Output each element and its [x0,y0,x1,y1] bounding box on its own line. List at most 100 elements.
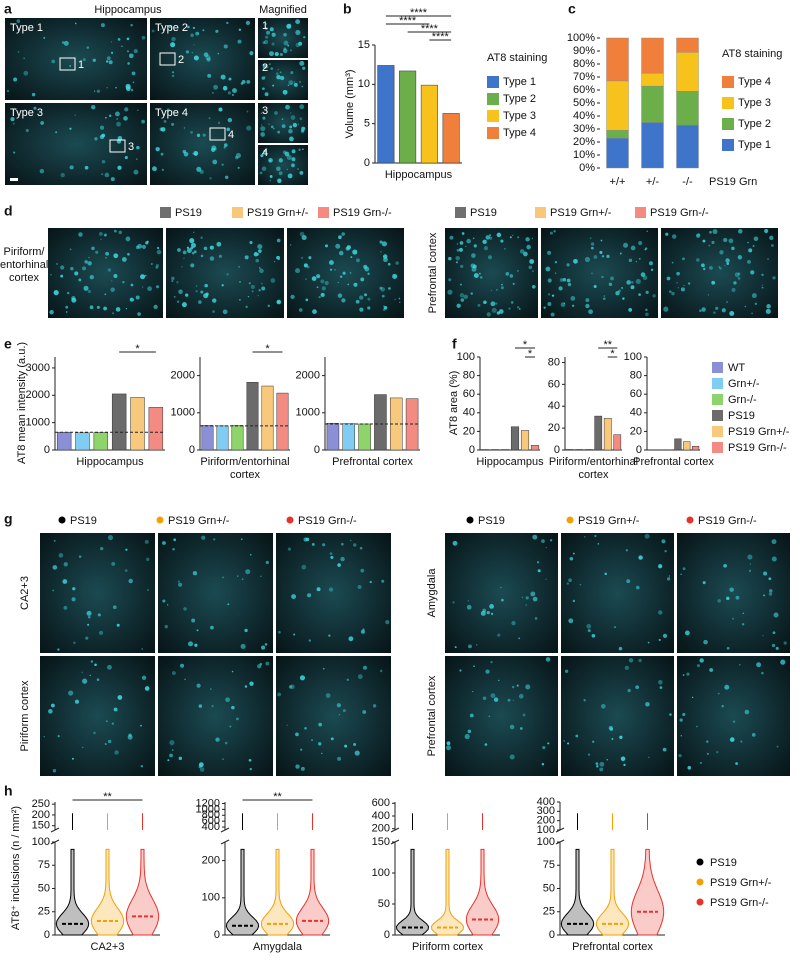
micrograph-spot [498,309,504,314]
micrograph-spot [209,256,215,261]
legend-swatch [635,207,646,218]
micrograph [48,228,163,318]
micrograph-spot [359,307,364,312]
micrograph-spot [500,239,504,243]
micrograph-spot [141,675,147,681]
micrograph-spot [525,684,531,690]
micrograph-spot [500,286,504,290]
micrograph-spot [510,301,514,304]
roi-box [159,52,176,66]
micrograph-spot [696,233,701,238]
micrograph-spot [12,122,15,125]
micrograph-spot [238,265,241,268]
micrograph-spot [621,287,624,289]
bar [510,426,520,451]
micrograph-spot [273,127,275,130]
y-tick-label: 40 [630,407,642,419]
micrograph-spot [701,307,706,312]
micrograph-spot [105,251,109,256]
micrograph-spot [211,147,216,153]
micrograph-spot [105,256,107,259]
magnified-number: 3 [262,105,268,117]
micrograph-spot [268,157,273,163]
micrograph-spot [141,244,147,250]
y-axis-label: AT8⁺ inclusions (n / mm²) [10,806,22,930]
micrograph-spot [177,248,181,252]
micrograph-spot [235,153,241,159]
micrograph-spot [771,539,777,545]
micrograph-spot [203,293,209,299]
micrograph-spot [89,305,94,310]
micrograph-spot [224,741,228,745]
significance-label: **** [421,23,439,35]
micrograph-spot [686,672,690,676]
legend-label: PS19 Grn+/- [168,515,230,527]
y-tick-label: 75 [543,859,555,871]
micrograph-spot [114,750,119,755]
micrograph-spot [318,742,322,746]
micrograph-spot [680,287,685,292]
micrograph-spot [573,258,578,264]
bar [75,432,90,451]
micrograph-spot [564,669,569,673]
violin [90,848,125,936]
micrograph-spot [98,231,103,236]
micrograph-spot [277,178,282,183]
micrograph-spot [721,705,724,708]
micrograph-spot [354,750,360,756]
micrograph-spot [273,260,276,263]
micrograph-spot [133,169,139,175]
legend-dot [286,516,294,524]
significance-label: **** [432,31,450,43]
micrograph-spot [460,298,465,302]
micrograph-spot [594,534,597,538]
micrograph-spot [735,762,738,765]
y-tick-label: 50 [543,882,555,894]
micrograph-spot [101,159,106,164]
micrograph-spot [554,261,558,264]
micrograph-spot [212,310,215,313]
micrograph-spot [74,271,79,276]
micrograph-spot [226,21,229,25]
micrograph-spot [300,766,305,771]
bar [420,84,438,164]
legend-label: Type 4 [503,127,536,139]
micrograph-spot [516,684,519,687]
violin [465,848,500,936]
micrograph-spot [596,765,599,768]
micrograph-spot [213,84,219,90]
micrograph-spot [107,535,114,541]
legend-dot [156,516,164,524]
micrograph-spot [90,660,94,663]
bar [377,65,395,164]
micrograph-spot [699,309,702,312]
micrograph-spot [223,146,226,149]
micrograph-spot [379,240,383,244]
micrograph-spot [52,589,55,592]
micrograph-spot [589,237,592,239]
micrograph-spot [137,312,141,316]
micrograph-spot [624,665,629,671]
micrograph-spot [362,628,365,631]
micrograph-spot [666,577,671,581]
micrograph-spot [563,740,565,742]
micrograph-spot [709,668,714,672]
micrograph-spot [630,280,634,284]
micrograph-spot [679,718,683,722]
micrograph-spot [473,665,475,667]
micrograph-spot [86,610,92,616]
micrograph-spot [476,644,478,646]
micrograph-spot [140,724,142,727]
x-axis-label: Prefrontal cortex [572,941,653,953]
micrograph-spot [141,648,143,650]
micrograph-spot [123,116,128,121]
micrograph-spot [344,744,348,748]
micrograph-spot [246,79,251,84]
violin [55,848,90,936]
micrograph-spot [178,582,183,587]
micrograph-spot [69,127,72,130]
y-tick-label: 100 [202,892,220,904]
micrograph-spot [176,281,179,284]
micrograph-spot [60,265,65,270]
micrograph-spot [395,261,399,265]
